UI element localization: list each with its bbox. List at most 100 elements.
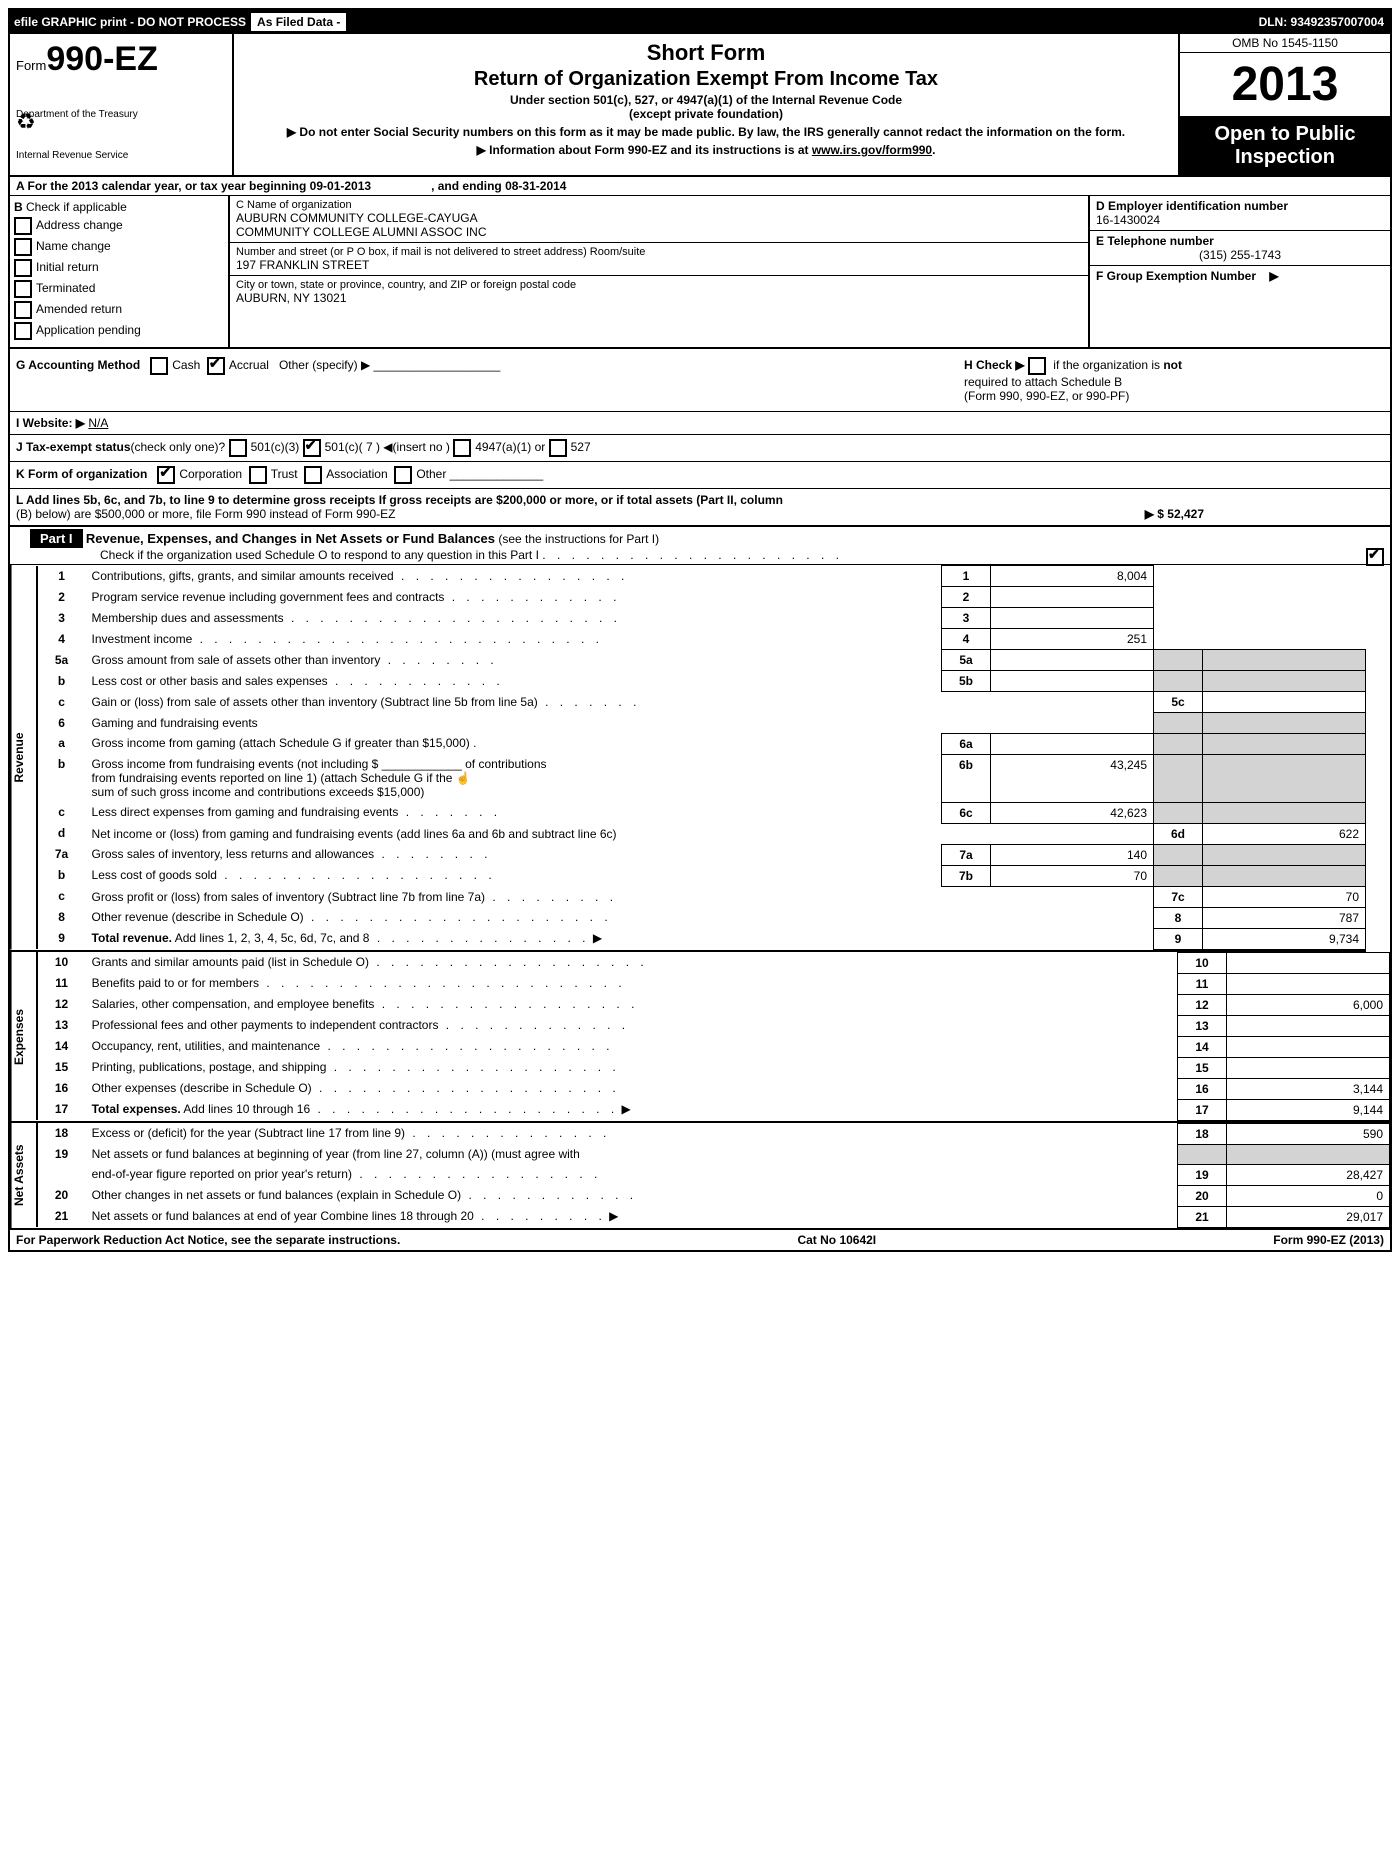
- check-label: Application pending: [36, 323, 141, 337]
- line-desc: Gain or (loss) from sale of assets other…: [86, 692, 1154, 713]
- box-val: [1203, 692, 1366, 713]
- box-val: [1227, 1015, 1390, 1036]
- check-application-pending[interactable]: Application pending: [14, 322, 224, 340]
- h-text1: if the organization is: [1053, 358, 1163, 372]
- box-num: 7c: [1154, 886, 1203, 907]
- box-val: 28,427: [1227, 1164, 1390, 1185]
- box-val: 9,734: [1203, 928, 1366, 949]
- line-desc: Contributions, gifts, grants, and simila…: [86, 566, 942, 587]
- line-desc: Gross amount from sale of assets other t…: [86, 650, 942, 671]
- shaded-cell: [1154, 713, 1203, 734]
- section-l-gross: L Add lines 5b, 6c, and 7b, to line 9 to…: [10, 489, 1390, 527]
- line-num: c: [37, 802, 86, 823]
- checkbox-527[interactable]: [549, 439, 567, 457]
- line-num: 10: [37, 952, 86, 973]
- checkbox-icon[interactable]: [14, 238, 32, 256]
- other-label: Other (specify) ▶: [279, 358, 370, 372]
- ein-value: 16-1430024: [1096, 213, 1160, 227]
- irs-link[interactable]: www.irs.gov/form990: [812, 143, 932, 157]
- box-val: 0: [1227, 1185, 1390, 1206]
- line-desc: Less cost or other basis and sales expen…: [86, 671, 942, 692]
- check-terminated[interactable]: Terminated: [14, 280, 224, 298]
- j-sub: (check only one)?: [131, 440, 226, 454]
- checkbox-trust[interactable]: [249, 466, 267, 484]
- box-val: 8,004: [991, 566, 1154, 587]
- line-num: b: [37, 671, 86, 692]
- j2-label: 501(c)( 7 ): [325, 440, 380, 454]
- check-label: Name change: [36, 239, 111, 253]
- k3-label: Association: [326, 467, 387, 481]
- check-address-change[interactable]: Address change: [14, 217, 224, 235]
- check-initial-return[interactable]: Initial return: [14, 259, 224, 277]
- shaded-cell: [1203, 802, 1366, 823]
- box-num: 12: [1178, 994, 1227, 1015]
- box-val: 29,017: [1227, 1206, 1390, 1227]
- checkbox-4947[interactable]: [453, 439, 471, 457]
- line-num: 21: [37, 1206, 86, 1227]
- line-num: 12: [37, 994, 86, 1015]
- checkbox-schedule-o[interactable]: [1366, 548, 1384, 566]
- line-num: 8: [37, 907, 86, 928]
- sub-num: 7b: [942, 865, 991, 886]
- tax-year: 2013: [1180, 53, 1390, 117]
- f-group-exemption: F Group Exemption Number ▶: [1090, 266, 1390, 286]
- arrow-icon: ▶: [1269, 269, 1278, 283]
- title-return: Return of Organization Exempt From Incom…: [244, 68, 1168, 91]
- header-center: Short Form Return of Organization Exempt…: [234, 34, 1178, 175]
- line-desc: end-of-year figure reported on prior yea…: [86, 1164, 1178, 1185]
- check-name-change[interactable]: Name change: [14, 238, 224, 256]
- form-number-big: 990-EZ: [46, 40, 158, 78]
- checkbox-icon[interactable]: [14, 217, 32, 235]
- netassets-section: Net Assets 18Excess or (deficit) for the…: [10, 1123, 1390, 1230]
- checkbox-icon[interactable]: [14, 259, 32, 277]
- box-num: 11: [1178, 973, 1227, 994]
- b-label: B: [14, 200, 23, 214]
- box-num: 14: [1178, 1036, 1227, 1057]
- line-num: 7a: [37, 844, 86, 865]
- line-num: 17: [37, 1099, 86, 1120]
- box-val: 70: [1203, 886, 1366, 907]
- checkbox-501c3[interactable]: [229, 439, 247, 457]
- shaded-cell: [1154, 802, 1203, 823]
- checkbox-assoc[interactable]: [304, 466, 322, 484]
- line-num: 2: [37, 587, 86, 608]
- checkbox-501c[interactable]: [303, 439, 321, 457]
- checkbox-icon[interactable]: [14, 301, 32, 319]
- checkbox-h[interactable]: [1028, 357, 1046, 375]
- checkbox-other[interactable]: [394, 466, 412, 484]
- checkbox-accrual[interactable]: [207, 357, 225, 375]
- checkbox-corp[interactable]: [157, 466, 175, 484]
- check-amended-return[interactable]: Amended return: [14, 301, 224, 319]
- checkbox-cash[interactable]: [150, 357, 168, 375]
- part-i-title: Revenue, Expenses, and Changes in Net As…: [86, 531, 495, 546]
- form-number: Form990-EZ: [16, 40, 226, 79]
- section-b-checks: B Check if applicable Address change Nam…: [10, 196, 230, 347]
- line-desc: Gaming and fundraising events: [86, 713, 1154, 734]
- part-i-sub: (see the instructions for Part I): [498, 532, 659, 546]
- section-c-org: C Name of organization AUBURN COMMUNITY …: [230, 196, 1088, 347]
- box-num: 8: [1154, 907, 1203, 928]
- checkbox-icon[interactable]: [14, 322, 32, 340]
- sub-num: 6b: [942, 754, 991, 802]
- line-desc: Excess or (deficit) for the year (Subtra…: [86, 1123, 1178, 1144]
- k2-label: Trust: [271, 467, 298, 481]
- sub-num: 5a: [942, 650, 991, 671]
- shaded-cell: [1203, 650, 1366, 671]
- line-desc: Salaries, other compensation, and employ…: [86, 994, 1178, 1015]
- line-desc: Benefits paid to or for members . . . . …: [86, 973, 1178, 994]
- checkbox-icon[interactable]: [14, 280, 32, 298]
- ssn-warning: ▶ Do not enter Social Security numbers o…: [244, 125, 1168, 139]
- shaded-cell: [1227, 1144, 1390, 1164]
- org-street-row: Number and street (or P O box, if mail i…: [230, 243, 1088, 276]
- dept-treasury: Department of the Treasury: [16, 109, 226, 120]
- box-num: 15: [1178, 1057, 1227, 1078]
- shaded-cell: [1203, 733, 1366, 754]
- box-num: 21: [1178, 1206, 1227, 1227]
- box-val: 6,000: [1227, 994, 1390, 1015]
- box-val: [1227, 1057, 1390, 1078]
- line-num: 18: [37, 1123, 86, 1144]
- title-short-form: Short Form: [244, 40, 1168, 66]
- e-label: E Telephone number: [1096, 234, 1214, 248]
- g-label: G Accounting Method: [16, 358, 140, 372]
- box-num: 17: [1178, 1099, 1227, 1120]
